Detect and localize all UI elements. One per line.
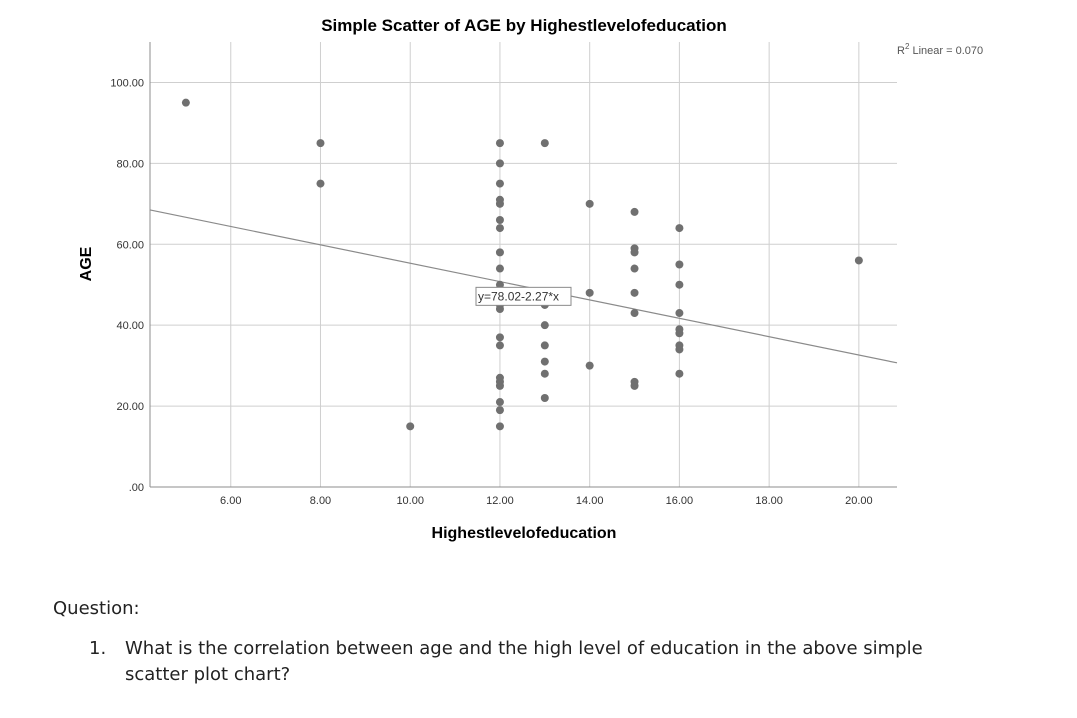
fit-line-group: [149, 209, 898, 364]
question-item: 1. What is the correlation between age a…: [53, 636, 985, 688]
data-point: [675, 309, 684, 318]
y-tick-label: .00: [129, 482, 144, 494]
data-point: [316, 139, 325, 148]
tick-labels: 6.00 8.00 10.00 12.00 14.00 16.00 18.00 20.00 .0…: [110, 77, 872, 507]
regression-line: [149, 209, 898, 364]
data-point: [630, 309, 639, 318]
x-tick-label: 16.00: [666, 495, 694, 507]
x-tick-label: 10.00: [396, 495, 424, 507]
data-point: [675, 345, 684, 354]
data-point: [495, 264, 504, 273]
data-point: [585, 361, 594, 370]
r-squared-superscript: 2: [905, 42, 910, 51]
data-point: [181, 98, 190, 107]
data-point: [495, 139, 504, 148]
gridlines: [150, 42, 897, 487]
data-point: [495, 199, 504, 208]
data-point: [540, 341, 549, 350]
x-axis-title: Highestlevelofeducation: [432, 525, 617, 542]
data-point: [675, 260, 684, 269]
data-point: [495, 406, 504, 415]
data-point: [495, 224, 504, 233]
data-point: [495, 280, 504, 289]
data-point: [495, 422, 504, 431]
axes: [149, 42, 897, 488]
data-point: [495, 216, 504, 224]
question-text: What is the correlation between age and …: [125, 638, 923, 685]
data-point: [495, 341, 504, 350]
data-point: [495, 305, 504, 313]
annotation-labels: y=78.02-2.27*x R2 Linear = 0.070: [475, 42, 983, 306]
equation-label-box: [475, 286, 572, 306]
question-section: Question: 1. What is the correlation bet…: [53, 596, 1053, 688]
x-tick-label: 20.00: [845, 495, 873, 507]
r-squared-value: Linear = 0.070: [909, 45, 983, 57]
question-heading: Question:: [53, 598, 140, 619]
x-tick-label: 8.00: [310, 495, 331, 507]
data-point: [630, 288, 639, 297]
data-point: [406, 422, 415, 431]
x-tick-label: 6.00: [220, 495, 241, 507]
scatter-chart: Simple Scatter of AGE by Highestlevelofe…: [78, 16, 983, 542]
data-point: [495, 333, 504, 342]
data-point: [585, 199, 594, 208]
x-tick-label: 12.00: [486, 495, 514, 507]
data-point: [630, 248, 639, 257]
data-point: [675, 369, 684, 378]
data-point: [540, 394, 549, 402]
r-squared-label: R2 Linear = 0.070: [897, 42, 983, 57]
data-point: [316, 179, 325, 188]
y-axis-title: AGE: [78, 246, 95, 281]
data-point: [630, 264, 639, 273]
data-point: [675, 280, 684, 289]
y-tick-label: 80.00: [116, 158, 144, 170]
data-point: [495, 179, 504, 188]
question-number: 1.: [89, 638, 107, 659]
y-tick-label: 40.00: [116, 320, 144, 332]
data-point: [540, 321, 549, 330]
data-point: [540, 139, 549, 148]
r-squared-prefix: R: [897, 45, 905, 57]
data-point: [630, 207, 639, 216]
y-tick-label: 100.00: [110, 77, 144, 89]
data-point: [495, 381, 504, 390]
data-point: [540, 357, 549, 366]
data-point: [675, 329, 684, 338]
equation-label: y=78.02-2.27*x: [478, 289, 559, 303]
data-point: [540, 369, 549, 378]
data-point: [495, 159, 504, 168]
chart-title: Simple Scatter of AGE by Highestlevelofe…: [321, 16, 727, 35]
data-point: [585, 288, 594, 297]
data-point: [495, 398, 504, 407]
data-point: [854, 256, 863, 265]
data-point: [675, 224, 684, 233]
x-tick-label: 18.00: [755, 495, 783, 507]
x-tick-label: 14.00: [576, 495, 604, 507]
data-point: [630, 381, 639, 390]
data-point: [495, 248, 504, 257]
y-tick-label: 20.00: [116, 401, 144, 413]
y-tick-label: 60.00: [116, 239, 144, 251]
data-points: [181, 98, 863, 431]
